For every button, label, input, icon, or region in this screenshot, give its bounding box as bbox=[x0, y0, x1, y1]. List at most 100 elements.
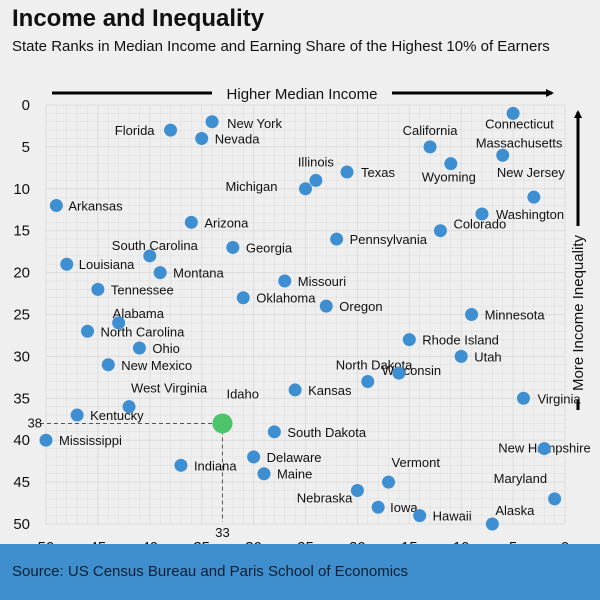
x-axis-label: Higher Median Income bbox=[227, 86, 378, 103]
x-tick-label: 50 bbox=[38, 539, 55, 545]
point-washington bbox=[475, 207, 489, 221]
point-georgia bbox=[226, 240, 240, 254]
y-tick-label: 45 bbox=[13, 474, 30, 491]
label-nevada: Nevada bbox=[215, 132, 261, 147]
label-maryland: Maryland bbox=[494, 471, 547, 486]
label-oregon: Oregon bbox=[339, 299, 382, 314]
y-tick-label: 35 bbox=[13, 390, 30, 407]
label-utah: Utah bbox=[474, 349, 501, 364]
label-wyoming: Wyoming bbox=[422, 170, 476, 185]
y-tick-label: 5 bbox=[22, 139, 30, 156]
point-new-hampshire bbox=[537, 442, 551, 456]
axis-ticks: 5045403530252015105005101520253035404550 bbox=[13, 97, 569, 545]
point-alaska bbox=[485, 517, 499, 531]
x-tick-label: 15 bbox=[401, 539, 418, 545]
point-indiana bbox=[174, 458, 188, 472]
point-arkansas bbox=[49, 199, 63, 213]
label-alaska: Alaska bbox=[495, 503, 535, 518]
point-utah bbox=[454, 349, 468, 363]
y-tick-label: 15 bbox=[13, 223, 30, 240]
label-oklahoma: Oklahoma bbox=[256, 291, 316, 306]
highlight-x-mark: 33 bbox=[215, 525, 229, 540]
label-florida: Florida bbox=[115, 123, 156, 138]
point-montana bbox=[153, 266, 167, 280]
point-new-york bbox=[205, 115, 219, 129]
highlight-y-mark: 38 bbox=[28, 415, 42, 430]
point-pennsylvania bbox=[330, 232, 344, 246]
y-axis-label-bg bbox=[568, 226, 588, 400]
point-minnesota bbox=[465, 308, 479, 321]
label-louisiana: Louisiana bbox=[79, 257, 135, 272]
point-connecticut bbox=[506, 106, 520, 120]
point-louisiana bbox=[60, 257, 74, 271]
chart-subtitle: State Ranks in Median Income and Earning… bbox=[12, 38, 550, 55]
label-tennessee: Tennessee bbox=[111, 282, 174, 297]
label-new-york: New York bbox=[227, 116, 282, 131]
label-illinois: Illinois bbox=[298, 154, 335, 169]
point-ohio bbox=[132, 341, 146, 355]
label-montana: Montana bbox=[173, 266, 224, 281]
point-south-carolina bbox=[143, 249, 157, 263]
label-rhode-island: Rhode Island bbox=[422, 333, 499, 348]
data-points bbox=[39, 106, 562, 531]
label-maine: Maine bbox=[277, 467, 312, 482]
point-rhode-island bbox=[402, 333, 416, 347]
label-michigan: Michigan bbox=[225, 179, 277, 194]
axis-arrows: Higher Median Income More Income Inequal… bbox=[52, 83, 588, 410]
point-oklahoma bbox=[236, 291, 250, 305]
point-colorado bbox=[433, 224, 447, 238]
label-virginia: Virginia bbox=[537, 391, 581, 406]
x-tick-label: 45 bbox=[90, 539, 107, 545]
label-massachusetts: Massachusetts bbox=[476, 135, 563, 150]
label-nebraska: Nebraska bbox=[297, 490, 353, 505]
label-missouri: Missouri bbox=[298, 274, 347, 289]
point-illinois bbox=[309, 173, 323, 187]
scatter-chart: 5045403530252015105005101520253035404550… bbox=[13, 83, 591, 545]
point-mississippi bbox=[39, 433, 53, 447]
point-virginia bbox=[516, 391, 530, 405]
point-michigan bbox=[299, 182, 312, 196]
point-wisconsin bbox=[392, 366, 406, 380]
y-tick-label: 30 bbox=[13, 348, 30, 365]
label-arizona: Arizona bbox=[204, 215, 249, 230]
point-missouri bbox=[278, 274, 292, 288]
point-florida bbox=[164, 123, 178, 137]
x-tick-label: 5 bbox=[509, 539, 517, 545]
label-minnesota: Minnesota bbox=[485, 308, 546, 323]
source-text: Source: US Census Bureau and Paris Schoo… bbox=[12, 563, 409, 580]
label-north-carolina: North Carolina bbox=[101, 324, 186, 339]
label-west-virginia: West Virginia bbox=[131, 381, 208, 396]
point-north-carolina bbox=[81, 324, 95, 338]
point-maine bbox=[257, 467, 271, 481]
point-massachusetts bbox=[496, 148, 510, 162]
label-washington: Washington bbox=[496, 207, 564, 222]
point-labels: Connecticut New York Florida Nevada Californ… bbox=[28, 116, 591, 540]
point-wyoming bbox=[444, 157, 458, 171]
label-kansas: Kansas bbox=[308, 383, 352, 398]
point-kentucky bbox=[70, 408, 84, 422]
chart-title: Income and Inequality bbox=[12, 5, 265, 32]
grid bbox=[45, 104, 566, 525]
point-new-jersey bbox=[527, 190, 541, 204]
point-tennessee bbox=[91, 282, 105, 296]
highlight-guides bbox=[40, 422, 223, 522]
label-hawaii: Hawaii bbox=[433, 509, 472, 524]
x-tick-label: 0 bbox=[561, 539, 569, 545]
label-texas: Texas bbox=[361, 165, 395, 180]
x-tick-label: 30 bbox=[245, 539, 262, 545]
y-tick-label: 25 bbox=[13, 307, 30, 324]
point-oregon bbox=[319, 299, 333, 313]
x-tick-label: 25 bbox=[297, 539, 314, 545]
point-kansas bbox=[288, 383, 302, 397]
y-tick-label: 40 bbox=[13, 432, 30, 449]
label-delaware: Delaware bbox=[267, 450, 322, 465]
x-tick-label: 20 bbox=[349, 539, 366, 545]
y-tick-label: 20 bbox=[13, 265, 30, 282]
point-iowa bbox=[371, 500, 385, 514]
y-tick-label: 0 bbox=[22, 97, 30, 114]
x-tick-label: 10 bbox=[453, 539, 470, 545]
point-texas bbox=[340, 165, 354, 179]
label-georgia: Georgia bbox=[246, 240, 293, 255]
point-north-dakota bbox=[361, 375, 375, 389]
label-south-dakota: South Dakota bbox=[287, 425, 367, 440]
